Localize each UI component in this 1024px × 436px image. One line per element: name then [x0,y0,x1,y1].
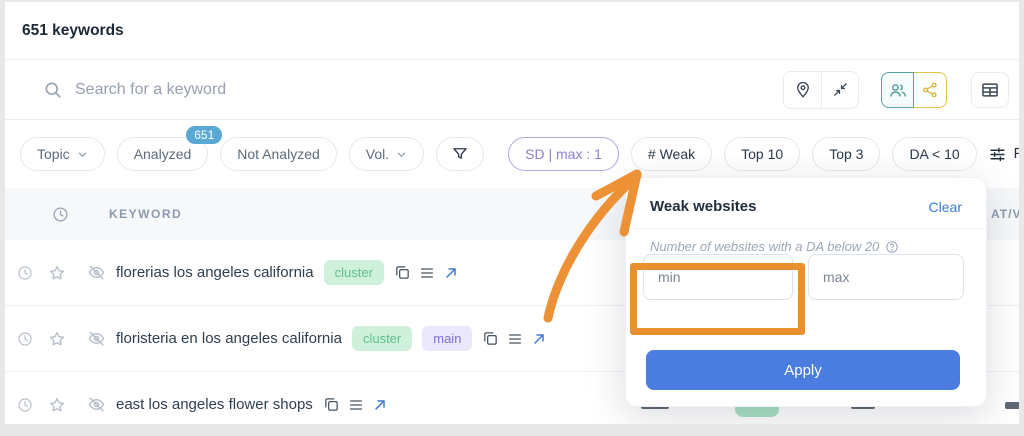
history-clock-icon[interactable] [15,397,35,413]
filter-weak[interactable]: # Weak [630,137,713,171]
filter-volume-label: Vol. [365,146,390,162]
share-icon [921,81,939,99]
users-icon [888,80,908,100]
apply-button[interactable]: Apply [646,350,960,390]
page-title: 651 keywords [22,21,124,39]
users-view-button[interactable] [881,71,914,108]
filter-weak-label: # Weak [647,146,696,162]
star-icon[interactable] [47,396,67,414]
search-bar [5,60,1019,120]
list-icon[interactable] [419,265,435,281]
eye-off-icon[interactable] [85,395,107,414]
search-icon [43,80,63,100]
keyword-text[interactable]: floristeria en los angeles california [116,330,342,347]
cluster-badge: cluster [351,326,413,351]
search-input[interactable] [75,80,767,99]
max-input[interactable] [808,254,964,300]
table-grid-icon [980,80,1000,100]
filter-not-analyzed-label: Not Analyzed [237,146,320,162]
filter-analyzed-wrap: Analyzed 651 [116,126,223,171]
funnel-filter-button[interactable] [436,137,485,171]
filter-da[interactable]: DA < 10 [892,137,977,171]
filter-analyzed-label: Analyzed [133,146,192,162]
keyword-text[interactable]: florerias los angeles california [116,264,314,281]
clipped-cell-fragment [1005,402,1019,409]
filter-top10-label: Top 10 [741,146,784,162]
history-clock-icon[interactable] [15,331,35,347]
eye-off-icon[interactable] [85,263,107,282]
popup-header: Weak websites Clear [626,178,986,215]
filter-sd-max[interactable]: SD | max : 1 [508,137,619,171]
filter-top3-label: Top 3 [829,146,864,162]
location-pin-button[interactable] [784,71,821,108]
filter-sd-label: SD | max : 1 [525,146,602,162]
weak-websites-popup: Weak websites Clear Number of websites w… [625,177,987,407]
copy-icon[interactable] [482,330,499,347]
analyzed-count-badge: 651 [186,126,223,144]
help-icon[interactable] [885,240,899,254]
star-icon[interactable] [47,264,67,282]
map-collapse-button-group [783,70,859,109]
clear-button[interactable]: Clear [928,198,962,215]
filter-da-label: DA < 10 [909,146,960,162]
eye-off-icon[interactable] [85,329,107,348]
filter-top10[interactable]: Top 10 [724,137,801,171]
external-link-icon[interactable] [372,397,388,413]
copy-icon[interactable] [394,264,411,281]
external-link-icon[interactable] [443,265,459,281]
filter-not-analyzed[interactable]: Not Analyzed [220,137,337,171]
filter-bar: Topic Analyzed 651 Not Analyzed Vol. [5,120,1019,188]
filters-button[interactable]: Filters [989,146,1019,163]
view-toggle-group [881,71,947,108]
location-pin-icon [794,81,812,99]
sliders-icon [989,146,1006,163]
clock-column-header-icon[interactable] [52,206,69,223]
filters-button-label: Filters [1013,146,1019,162]
filter-topic[interactable]: Topic [20,137,105,171]
external-link-icon[interactable] [531,331,547,347]
keyword-column-header[interactable]: KEYWORD [109,207,183,221]
atv-column-header[interactable]: AT/V [984,188,1019,240]
star-icon[interactable] [47,330,67,348]
popup-divider [626,228,986,229]
min-input[interactable] [643,254,793,300]
collapse-button[interactable] [821,71,858,108]
chevron-down-icon [77,149,88,160]
copy-icon[interactable] [323,396,340,413]
filter-volume[interactable]: Vol. [348,137,425,171]
popup-description: Number of websites with a DA below 20 [626,229,986,254]
popup-title: Weak websites [650,198,757,215]
list-icon[interactable] [348,397,364,413]
cluster-badge: cluster [323,260,384,285]
collapse-arrows-icon [832,81,849,98]
filter-top3[interactable]: Top 3 [812,137,881,171]
filter-topic-label: Topic [37,146,70,162]
funnel-icon [451,145,469,163]
share-button[interactable] [914,71,947,108]
history-clock-icon[interactable] [15,265,35,281]
main-badge: main [422,326,473,351]
chevron-down-icon [396,149,407,160]
keyword-text[interactable]: east los angeles flower shops [116,396,313,413]
title-bar: 651 keywords [5,2,1019,60]
table-view-button[interactable] [971,71,1009,108]
list-icon[interactable] [507,331,523,347]
keyword-app: 651 keywords [5,2,1019,424]
popup-description-text: Number of websites with a DA below 20 [650,239,880,254]
